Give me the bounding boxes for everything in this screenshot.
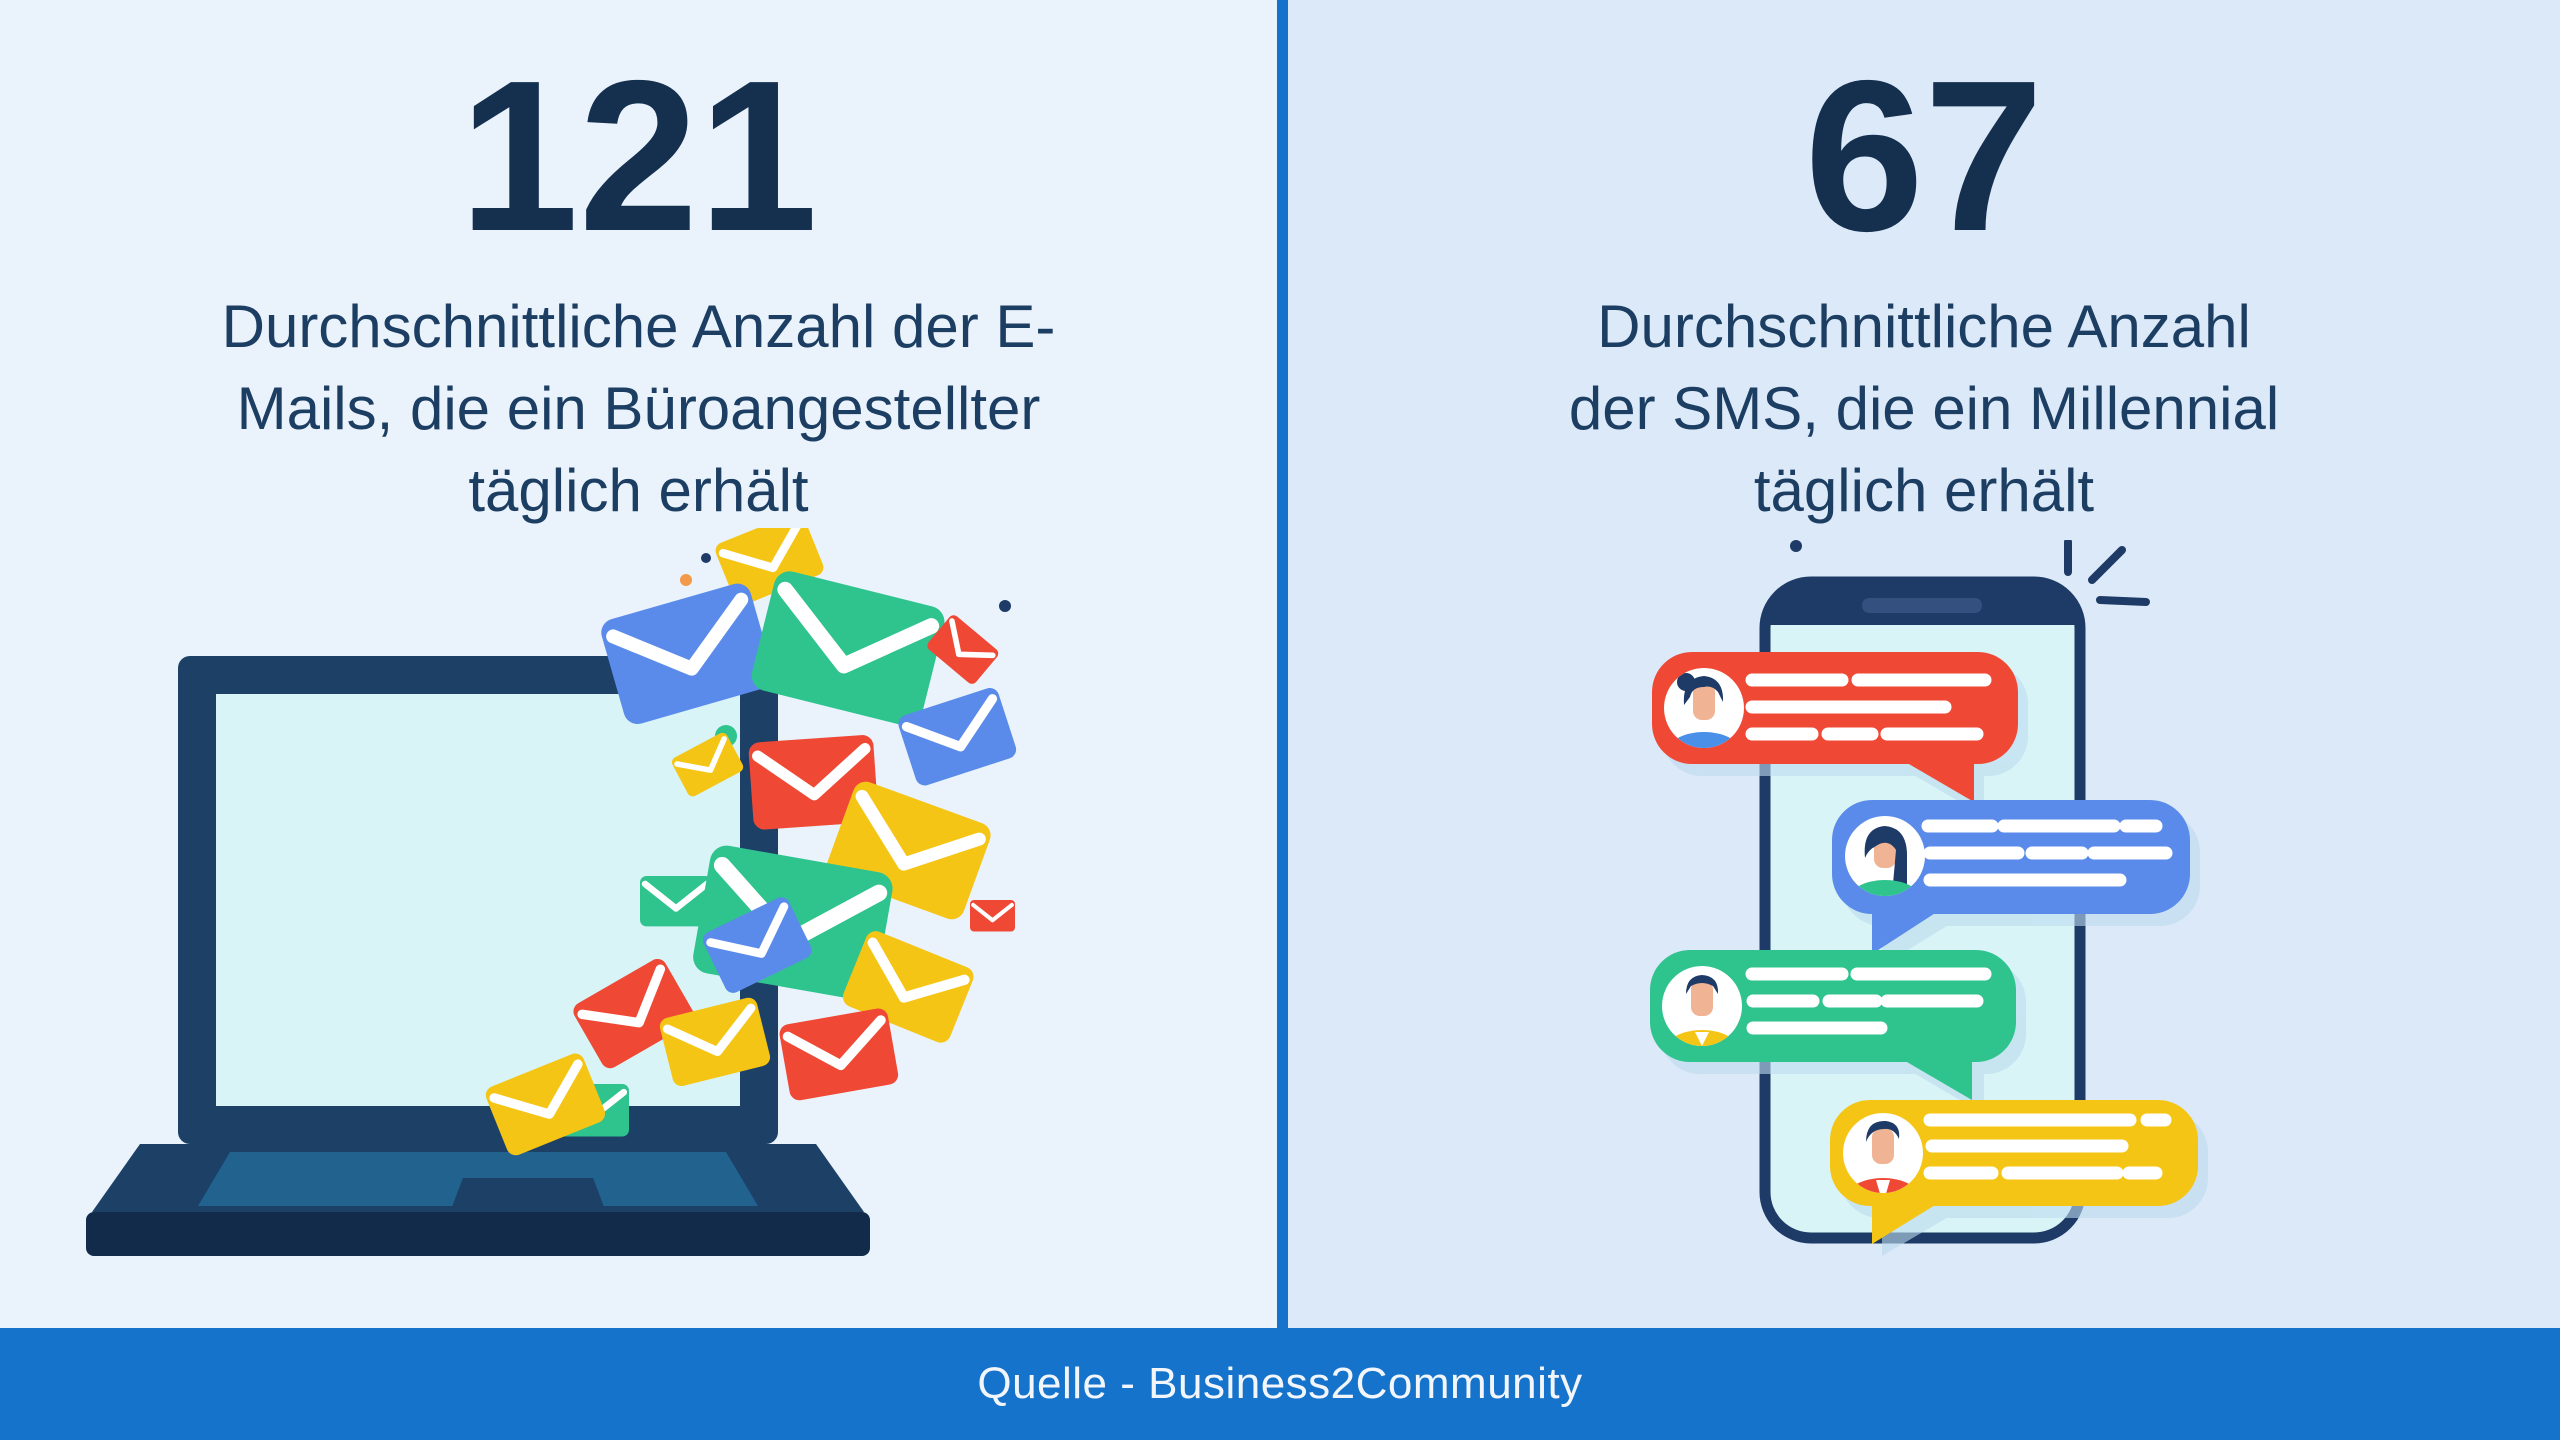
sms-description-line-3: täglich erhält	[1753, 457, 2095, 525]
email-description-line-1: Durchschnittliche Anzahl der E-	[221, 293, 1056, 361]
email-description: Durchschnittliche Anzahl der E- Mails, d…	[0, 286, 1277, 532]
sms-panel: 67 Durchschnittliche Anzahl der SMS, die…	[1288, 0, 2560, 1328]
email-panel: 121 Durchschnittliche Anzahl der E- Mail…	[0, 0, 1277, 1328]
avatar-icon	[1664, 668, 1744, 748]
envelope-icon	[970, 900, 1015, 932]
avatar-icon	[1845, 816, 1925, 896]
sms-count: 67	[1804, 35, 2044, 276]
source-bar: Quelle - Business2Community	[0, 1328, 2560, 1440]
message-lines	[1745, 967, 1992, 1035]
message-lines	[1923, 1113, 2172, 1180]
sms-description: Durchschnittliche Anzahl der SMS, die ei…	[1288, 286, 2560, 532]
avatar-icon	[1662, 966, 1742, 1046]
message-lines	[1745, 673, 1992, 741]
chat-bubble-red	[1652, 652, 2028, 816]
chat-bubble-yellow	[1830, 1100, 2208, 1256]
source-text: Quelle - Business2Community	[977, 1359, 1583, 1408]
phone-chat-illustration	[1650, 540, 2208, 1256]
chat-bubble-blue	[1832, 800, 2200, 966]
email-description-line-2: Mails, die ein Büroangestellter	[236, 375, 1041, 443]
sms-description-line-1: Durchschnittliche Anzahl	[1597, 293, 2251, 361]
envelope-icon	[778, 1007, 900, 1102]
panel-divider	[1277, 0, 1288, 1328]
notification-spark-icon	[1790, 540, 2150, 606]
envelope-icon	[748, 568, 947, 729]
email-count: 121	[459, 35, 818, 276]
chat-bubble-green	[1650, 950, 2026, 1114]
email-description-line-3: täglich erhält	[468, 457, 809, 525]
laptop-envelopes-illustration	[86, 528, 1018, 1256]
message-lines	[1921, 819, 2173, 887]
sms-description-line-2: der SMS, die ein Millennial	[1568, 375, 2280, 443]
